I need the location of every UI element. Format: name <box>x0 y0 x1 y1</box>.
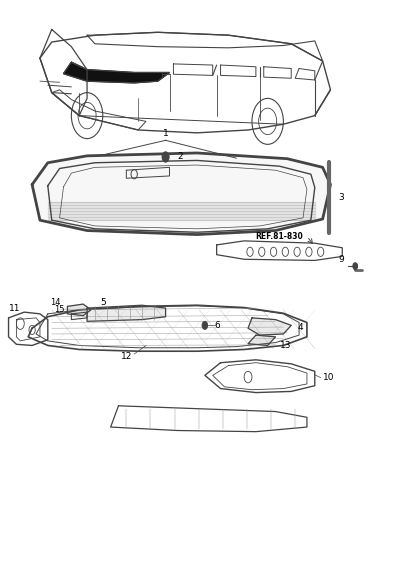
Text: REF.81-830: REF.81-830 <box>256 232 303 241</box>
Circle shape <box>162 152 169 162</box>
Polygon shape <box>32 153 331 234</box>
Text: 14: 14 <box>50 298 60 307</box>
Polygon shape <box>248 335 275 346</box>
Text: 5: 5 <box>100 298 106 307</box>
Text: 11: 11 <box>9 304 21 313</box>
Text: 12: 12 <box>121 353 132 362</box>
Text: 3: 3 <box>338 193 344 202</box>
Circle shape <box>353 263 358 270</box>
Text: 9: 9 <box>338 255 344 264</box>
Polygon shape <box>248 318 291 335</box>
Text: 2: 2 <box>177 153 183 161</box>
Polygon shape <box>63 62 169 83</box>
Text: 1: 1 <box>163 129 169 138</box>
Text: 4: 4 <box>297 323 303 332</box>
Polygon shape <box>48 202 315 220</box>
Circle shape <box>202 321 208 329</box>
Polygon shape <box>67 304 91 316</box>
Text: 15: 15 <box>54 305 65 314</box>
Text: 10: 10 <box>323 373 334 382</box>
Text: 13: 13 <box>280 341 292 350</box>
Polygon shape <box>87 305 165 321</box>
Text: 6: 6 <box>215 321 220 330</box>
